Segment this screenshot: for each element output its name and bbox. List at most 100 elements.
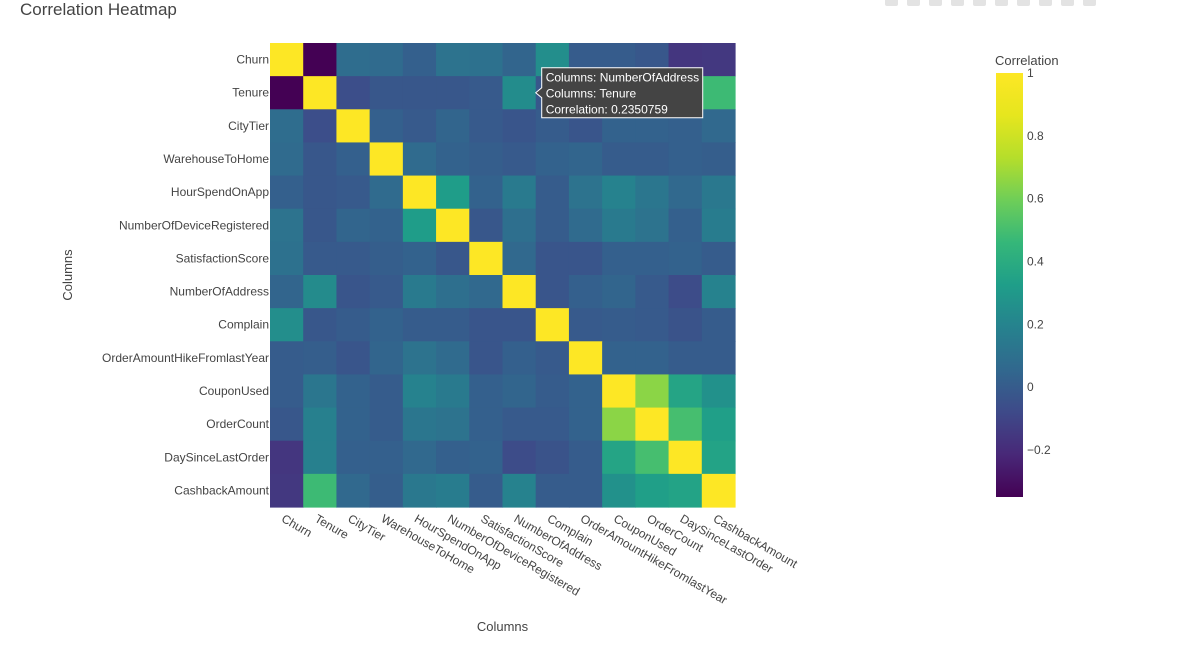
heatmap-cell[interactable] [502,374,537,409]
select-icon[interactable] [951,0,964,6]
heatmap-cell[interactable] [436,109,470,144]
heatmap-cell[interactable] [336,407,371,442]
heatmap-cell[interactable] [535,308,570,342]
heatmap-cell[interactable] [303,275,338,309]
heatmap-cell[interactable] [502,241,537,276]
heatmap-cell[interactable] [336,142,371,177]
heatmap-cell[interactable] [436,275,470,309]
heatmap-cell[interactable] [402,308,437,342]
heatmap-cell[interactable] [336,76,371,110]
heatmap-cell[interactable] [602,374,636,409]
heatmap-cell[interactable] [303,308,338,342]
heatmap-cell[interactable] [436,142,470,177]
heatmap-cell[interactable] [402,43,437,77]
heatmap-cell[interactable] [535,473,570,508]
heatmap-cell[interactable] [668,374,703,409]
heatmap-cells[interactable] [270,43,736,508]
heatmap-cell[interactable] [303,142,338,177]
heatmap-cell[interactable] [502,308,537,342]
heatmap-cell[interactable] [436,473,470,508]
heatmap-cell[interactable] [303,440,338,475]
heatmap-cell[interactable] [402,175,437,210]
heatmap-cell[interactable] [701,473,736,508]
heatmap-cell[interactable] [469,374,504,409]
heatmap-cell[interactable] [602,440,636,475]
heatmap-cell[interactable] [336,374,371,409]
heatmap-cell[interactable] [668,407,703,442]
heatmap-cell[interactable] [469,407,504,442]
heatmap-cell[interactable] [568,407,603,442]
heatmap-cell[interactable] [668,341,703,376]
heatmap-cell[interactable] [535,275,570,309]
heatmap-cell[interactable] [469,76,504,110]
heatmap-cell[interactable] [635,142,670,177]
plotly-logo-icon[interactable] [1083,0,1096,6]
heatmap-cell[interactable] [602,407,636,442]
heatmap-cell[interactable] [469,142,504,177]
heatmap-cell[interactable] [668,208,703,243]
heatmap-cell[interactable] [369,76,404,110]
heatmap-cell[interactable] [469,175,504,210]
heatmap-cell[interactable] [502,407,537,442]
heatmap-cell[interactable] [535,142,570,177]
heatmap-cell[interactable] [270,109,304,144]
pan-icon[interactable] [929,0,942,6]
heatmap-cell[interactable] [701,407,736,442]
heatmap-cell[interactable] [635,407,670,442]
heatmap-cell[interactable] [369,374,404,409]
zoom-icon[interactable] [907,0,920,6]
heatmap-cell[interactable] [701,175,736,210]
heatmap-cell[interactable] [436,308,470,342]
heatmap-cell[interactable] [402,241,437,276]
heatmap-cell[interactable] [270,241,304,276]
heatmap-cell[interactable] [502,473,537,508]
heatmap-cell[interactable] [635,308,670,342]
heatmap-cell[interactable] [436,76,470,110]
heatmap-cell[interactable] [701,76,736,110]
heatmap-cell[interactable] [336,208,371,243]
heatmap-cell[interactable] [635,275,670,309]
heatmap-cell[interactable] [369,407,404,442]
heatmap-cell[interactable] [701,308,736,342]
heatmap-cell[interactable] [668,275,703,309]
heatmap-cell[interactable] [270,440,304,475]
heatmap-cell[interactable] [469,43,504,77]
heatmap-cell[interactable] [502,440,537,475]
heatmap-cell[interactable] [568,208,603,243]
heatmap-cell[interactable] [568,275,603,309]
heatmap-cell[interactable] [436,241,470,276]
heatmap-cell[interactable] [568,308,603,342]
heatmap-cell[interactable] [402,341,437,376]
heatmap-cell[interactable] [568,440,603,475]
heatmap-cell[interactable] [436,43,470,77]
heatmap-cell[interactable] [535,241,570,276]
heatmap-cell[interactable] [568,175,603,210]
heatmap-cell[interactable] [635,374,670,409]
heatmap-cell[interactable] [469,440,504,475]
heatmap-cell[interactable] [602,308,636,342]
heatmap-cell[interactable] [303,208,338,243]
heatmap-cell[interactable] [668,241,703,276]
heatmap-cell[interactable] [336,473,371,508]
heatmap-cell[interactable] [635,208,670,243]
zoom-out-icon[interactable] [1017,0,1030,6]
heatmap-cell[interactable] [436,440,470,475]
heatmap-cell[interactable] [602,473,636,508]
heatmap-cell[interactable] [568,374,603,409]
heatmap-cell[interactable] [270,175,304,210]
heatmap-cell[interactable] [369,43,404,77]
heatmap-cell[interactable] [701,142,736,177]
heatmap-cell[interactable] [502,275,537,309]
heatmap-cell[interactable] [502,43,537,77]
heatmap-cell[interactable] [602,175,636,210]
heatmap-cell[interactable] [303,241,338,276]
heatmap-cell[interactable] [469,341,504,376]
heatmap-cell[interactable] [270,208,304,243]
heatmap-cell[interactable] [369,473,404,508]
heatmap-cell[interactable] [602,275,636,309]
heatmap-cell[interactable] [635,473,670,508]
heatmap-cell[interactable] [701,275,736,309]
heatmap-cell[interactable] [469,473,504,508]
heatmap-cell[interactable] [635,341,670,376]
heatmap-cell[interactable] [535,407,570,442]
